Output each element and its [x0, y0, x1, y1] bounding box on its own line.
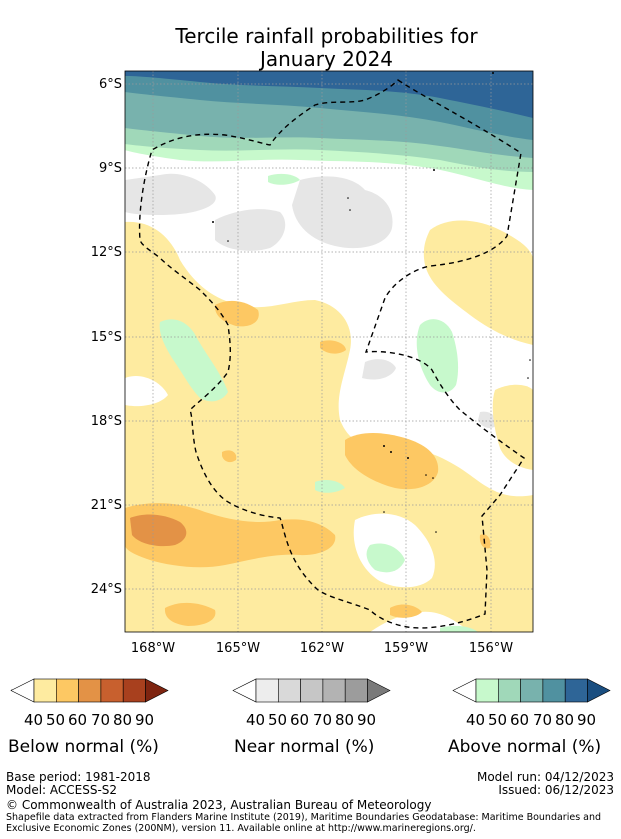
above-normal-colorbar: [452, 678, 611, 703]
near-legend-tick: 90: [357, 711, 377, 729]
issued-text: Issued: 06/12/2023: [498, 783, 614, 797]
below-normal-60-area: [125, 503, 336, 568]
near-legend-tick: 80: [335, 711, 355, 729]
below-normal-50-area: [492, 384, 533, 470]
near-normal-area: [215, 209, 286, 251]
map-title-line1: Tercile rainfall probabilities for: [175, 24, 478, 48]
near-legend-tick: 50: [268, 711, 288, 729]
above-normal-50-area: [159, 319, 228, 402]
lat-label: 21°S: [90, 498, 122, 513]
above-normal-50-area: [366, 543, 405, 573]
model-run-text: Model run: 04/12/2023: [476, 770, 614, 784]
above-legend-tick: 50: [488, 711, 508, 729]
lon-label: 165°W: [215, 641, 261, 656]
above-normal-50-area: [416, 319, 459, 393]
below-legend-tick: 90: [135, 711, 155, 729]
lat-label: 12°S: [90, 245, 122, 260]
lat-label: 18°S: [90, 414, 122, 429]
normal-area: [365, 390, 392, 408]
shapefile-credit-line1: Shapefile data extracted from Flanders M…: [6, 812, 602, 823]
below-normal-legend-title: Below normal (%): [8, 737, 159, 757]
below-normal-60-area: [479, 534, 491, 549]
below-legend-tick: 40: [24, 711, 44, 729]
base-period-text: Base period: 1981-2018: [6, 770, 151, 784]
map-title-line2: January 2024: [259, 47, 394, 71]
above-normal-50-area: [440, 625, 478, 632]
lat-label: 9°S: [98, 161, 122, 176]
near-legend-tick: 40: [246, 711, 266, 729]
above-legend-tick: 60: [510, 711, 530, 729]
below-legend-tick: 50: [46, 711, 66, 729]
near-legend-tick: 60: [290, 711, 310, 729]
near-normal-area: [478, 411, 497, 428]
near-normal-colorbar: [232, 678, 391, 703]
near-legend-tick: 70: [313, 711, 333, 729]
lon-label: 162°W: [299, 641, 345, 656]
above-legend-tick: 90: [577, 711, 597, 729]
lat-label: 15°S: [90, 330, 122, 345]
below-normal-60-area: [222, 450, 237, 463]
below-normal-60-area: [345, 433, 439, 490]
map-frame: [124, 70, 534, 633]
below-normal-60-area: [320, 340, 346, 354]
below-normal-50-area: [423, 220, 533, 345]
eez-boundary-line: [138, 79, 525, 629]
above-normal-50-area: [268, 173, 300, 185]
above-normal-50-area: [315, 480, 345, 493]
lon-label: 156°W: [468, 641, 514, 656]
island-markers: [212, 72, 531, 533]
below-normal-60-area: [164, 602, 216, 626]
above-legend-tick: 80: [555, 711, 575, 729]
near-normal-area: [292, 176, 393, 249]
near-normal-area: [125, 173, 216, 216]
near-normal-area: [362, 359, 396, 380]
below-legend-tick: 70: [91, 711, 111, 729]
copyright-text: © Commonwealth of Australia 2023, Austra…: [6, 798, 432, 812]
normal-area: [125, 375, 168, 407]
above-normal-legend-title: Above normal (%): [448, 737, 602, 757]
near-normal-legend-title: Near normal (%): [234, 737, 375, 757]
map-gridlines: [125, 71, 533, 632]
lon-label: 168°W: [130, 641, 176, 656]
below-legend-tick: 60: [68, 711, 88, 729]
model-text: Model: ACCESS-S2: [6, 783, 118, 797]
below-legend-tick: 80: [113, 711, 133, 729]
lat-label: 24°S: [90, 582, 122, 597]
lon-label: 159°W: [383, 641, 429, 656]
above-legend-tick: 70: [533, 711, 553, 729]
lat-label: 6°S: [98, 77, 122, 92]
below-normal-colorbar: [10, 678, 169, 703]
below-normal-60-area: [214, 300, 259, 327]
below-normal-70-area: [130, 514, 187, 547]
above-legend-tick: 40: [466, 711, 486, 729]
above-normal-90-area: [125, 71, 533, 118]
shapefile-credit-line2: Exclusive Economic Zones (200NM), versio…: [6, 823, 476, 834]
